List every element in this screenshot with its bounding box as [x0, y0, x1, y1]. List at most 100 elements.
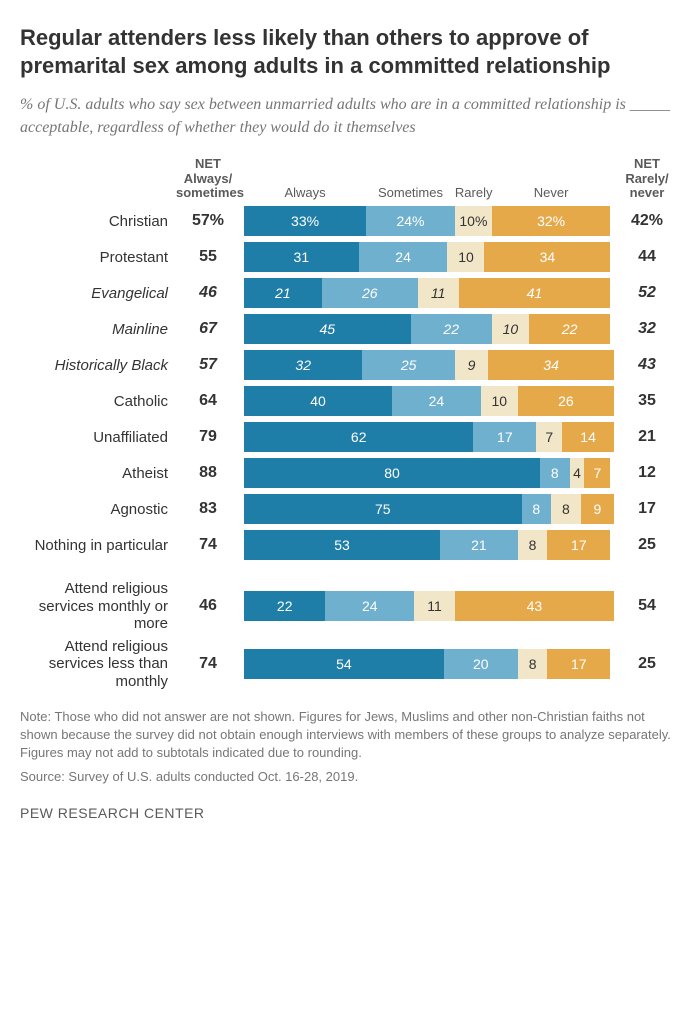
net-rarely-never: 43 [618, 356, 676, 374]
seg-sometimes: 21 [440, 530, 518, 560]
seg-never: 17 [547, 530, 610, 560]
seg-always: 21 [244, 278, 322, 308]
net-always-sometimes: 64 [176, 392, 240, 410]
column-headers: NET Always/ sometimes AlwaysSometimesRar… [20, 157, 676, 200]
seg-never: 7 [584, 458, 610, 488]
stacked-bar: 75889 [240, 494, 618, 524]
seg-sometimes: 20 [444, 649, 518, 679]
stacked-bar: 5321817 [240, 530, 618, 560]
row-label: Unaffiliated [20, 429, 176, 446]
net-rarely-never: 32 [618, 320, 676, 338]
stacked-bar: 31241034 [240, 242, 618, 272]
seg-rarely: 8 [551, 494, 581, 524]
seg-always: 22 [244, 591, 325, 621]
chart-title: Regular attenders less likely than other… [20, 24, 676, 79]
column-segment-label: Sometimes [366, 185, 455, 200]
seg-sometimes: 22 [411, 314, 492, 344]
header-net-right: NET Rarely/ never [618, 157, 676, 200]
data-row: Catholic644024102635 [20, 386, 676, 416]
seg-always: 54 [244, 649, 444, 679]
seg-rarely: 9 [455, 350, 488, 380]
seg-rarely: 10 [481, 386, 518, 416]
data-row: Mainline674522102232 [20, 314, 676, 344]
row-label: Catholic [20, 393, 176, 410]
chart-subtitle: % of U.S. adults who say sex between unm… [20, 93, 676, 139]
row-label: Nothing in particular [20, 537, 176, 554]
seg-always: 53 [244, 530, 440, 560]
seg-rarely: 7 [536, 422, 562, 452]
seg-always: 31 [244, 242, 359, 272]
data-row: Historically Black57322593443 [20, 350, 676, 380]
seg-sometimes: 24 [392, 386, 481, 416]
net-always-sometimes: 74 [176, 655, 240, 673]
seg-sometimes: 8 [540, 458, 570, 488]
net-rarely-never: 17 [618, 500, 676, 518]
net-rarely-never: 52 [618, 284, 676, 302]
net-always-sometimes: 67 [176, 320, 240, 338]
net-always-sometimes: 79 [176, 428, 240, 446]
stacked-bar: 45221022 [240, 314, 618, 344]
row-label: Protestant [20, 249, 176, 266]
row-label: Christian [20, 213, 176, 230]
seg-sometimes: 26 [322, 278, 418, 308]
net-rarely-never: 12 [618, 464, 676, 482]
seg-always: 80 [244, 458, 540, 488]
stacked-bar: 21261141 [240, 278, 618, 308]
seg-rarely: 8 [518, 530, 548, 560]
net-always-sometimes: 57% [176, 212, 240, 230]
seg-sometimes: 8 [522, 494, 552, 524]
net-always-sometimes: 46 [176, 284, 240, 302]
net-always-sometimes: 46 [176, 597, 240, 615]
net-rarely-never: 54 [618, 597, 676, 615]
net-always-sometimes: 88 [176, 464, 240, 482]
net-rarely-never: 25 [618, 655, 676, 673]
seg-rarely: 10 [447, 242, 484, 272]
stacked-bar: 5420817 [240, 649, 618, 679]
seg-always: 33% [244, 206, 366, 236]
data-row: Nothing in particular74532181725 [20, 530, 676, 560]
row-label: Attend religious services less than mont… [20, 638, 176, 690]
seg-always: 62 [244, 422, 473, 452]
seg-rarely: 10% [455, 206, 492, 236]
seg-never: 26 [518, 386, 614, 416]
data-row: Evangelical462126114152 [20, 278, 676, 308]
net-rarely-never: 25 [618, 536, 676, 554]
seg-rarely: 8 [518, 649, 548, 679]
seg-sometimes: 24% [366, 206, 455, 236]
seg-always: 45 [244, 314, 411, 344]
data-row: Unaffiliated79621771421 [20, 422, 676, 452]
row-label: Evangelical [20, 285, 176, 302]
footer-brand: PEW RESEARCH CENTER [20, 805, 676, 821]
net-always-sometimes: 83 [176, 500, 240, 518]
chart-note: Note: Those who did not answer are not s… [20, 708, 676, 763]
seg-rarely: 4 [570, 458, 585, 488]
net-rarely-never: 44 [618, 248, 676, 266]
chart-body: NET Always/ sometimes AlwaysSometimesRar… [20, 157, 676, 689]
seg-never: 9 [581, 494, 614, 524]
net-always-sometimes: 57 [176, 356, 240, 374]
stacked-bar: 40241026 [240, 386, 618, 416]
stacked-bar: 3225934 [240, 350, 618, 380]
header-net-left: NET Always/ sometimes [176, 157, 240, 200]
seg-always: 32 [244, 350, 362, 380]
seg-never: 34 [484, 242, 610, 272]
net-always-sometimes: 55 [176, 248, 240, 266]
net-rarely-never: 42% [618, 212, 676, 230]
chart-source: Source: Survey of U.S. adults conducted … [20, 768, 676, 786]
seg-sometimes: 17 [473, 422, 536, 452]
seg-rarely: 11 [414, 591, 455, 621]
seg-sometimes: 24 [359, 242, 448, 272]
seg-never: 41 [459, 278, 611, 308]
seg-always: 75 [244, 494, 522, 524]
data-row: Atheist888084712 [20, 458, 676, 488]
data-row: Agnostic837588917 [20, 494, 676, 524]
column-segment-label: Never [492, 185, 610, 200]
seg-never: 34 [488, 350, 614, 380]
net-always-sometimes: 74 [176, 536, 240, 554]
stacked-bar: 80847 [240, 458, 618, 488]
net-rarely-never: 21 [618, 428, 676, 446]
row-label: Mainline [20, 321, 176, 338]
seg-never: 14 [562, 422, 614, 452]
row-label: Agnostic [20, 501, 176, 518]
row-label: Atheist [20, 465, 176, 482]
